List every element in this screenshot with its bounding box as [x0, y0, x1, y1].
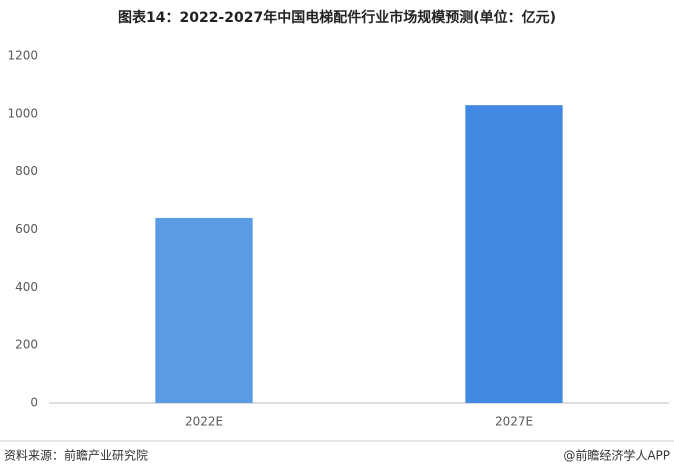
y-tick-label: 600 [15, 222, 38, 236]
bar [155, 217, 253, 403]
y-tick-label: 1000 [7, 106, 38, 120]
chart-title: 图表14：2022-2027年中国电梯配件行业市场规模预测(单位：亿元) [118, 9, 556, 26]
y-tick-label: 200 [15, 338, 38, 352]
x-tick-label: 2027E [495, 415, 533, 429]
y-tick-label: 800 [15, 164, 38, 178]
y-tick-label: 400 [15, 280, 38, 294]
y-tick-label: 0 [30, 396, 38, 410]
x-tick-label: 2022E [185, 415, 223, 429]
bar [465, 105, 563, 404]
source: 资料来源：前瞻产业研究院 [4, 448, 148, 463]
y-tick-label: 1200 [7, 49, 38, 63]
credit: @前瞻经济学人APP [563, 448, 670, 463]
